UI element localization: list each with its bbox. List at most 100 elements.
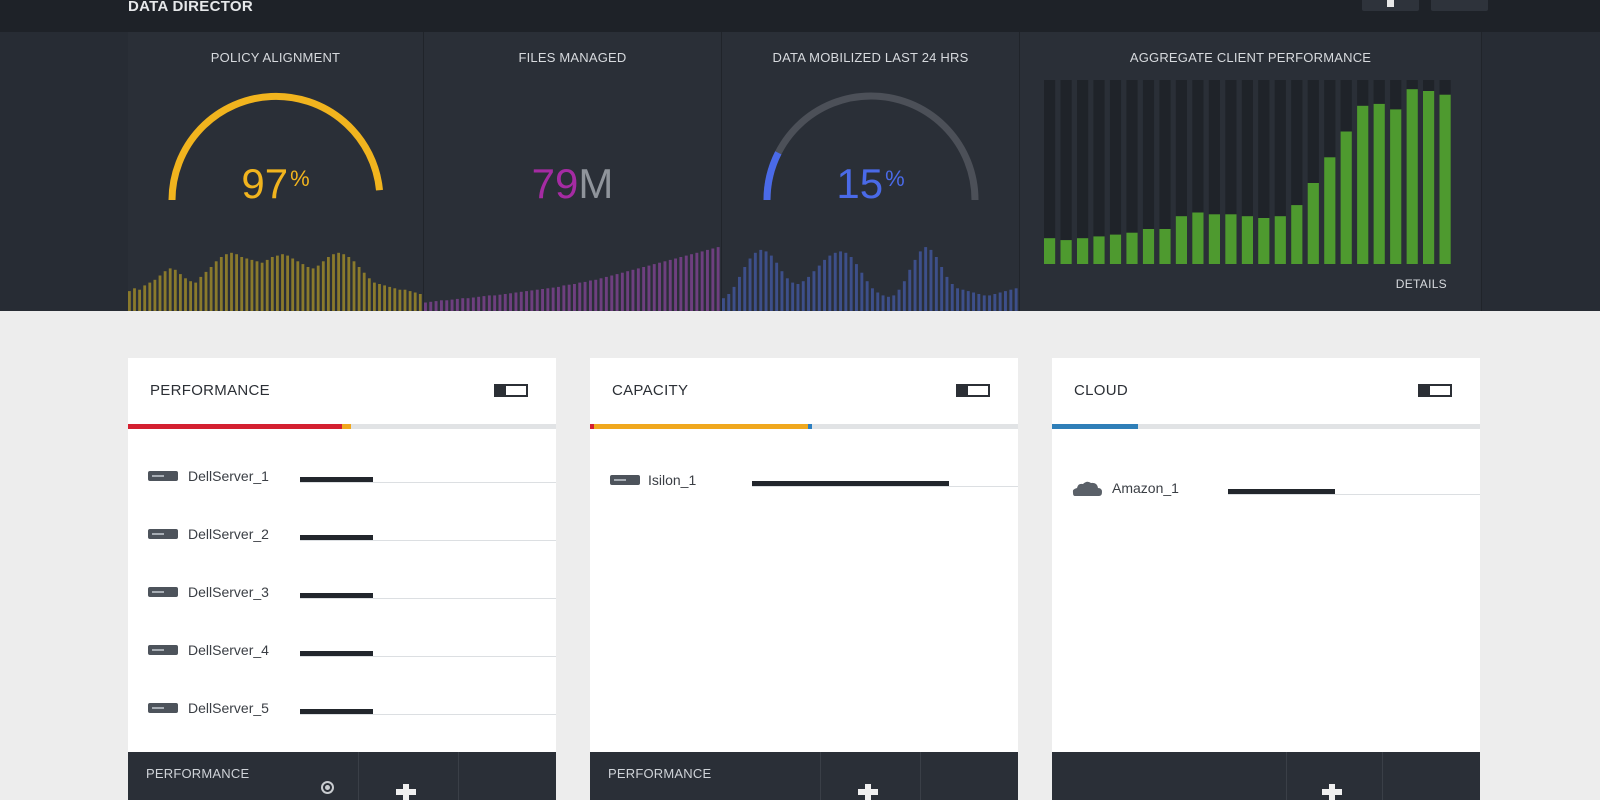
sparkline-bar — [367, 278, 371, 311]
sparkline-bar — [541, 289, 544, 311]
sparkline-bar — [658, 262, 661, 311]
capacity-card: CAPACITY Isilon_1 PERFORMANCE — [590, 358, 1018, 800]
list-item[interactable]: DellServer_4 — [128, 640, 556, 660]
sparkline-bar — [321, 261, 325, 311]
item-name: DellServer_1 — [188, 468, 269, 484]
details-link[interactable]: DETAILS — [1395, 277, 1447, 291]
sparkline-bar — [477, 296, 481, 311]
sparkline-bar — [265, 259, 269, 311]
sparkline-bar — [887, 296, 890, 311]
performance-bar — [1258, 218, 1270, 264]
bar-background — [1291, 80, 1303, 264]
sparkline-bar — [450, 299, 454, 311]
item-level-bar — [1228, 489, 1335, 494]
menu-button[interactable] — [1431, 0, 1488, 11]
status-segment — [1052, 424, 1138, 429]
sparkline-bar — [138, 289, 141, 311]
sparkline-bar — [466, 298, 470, 311]
sparkline-bar — [158, 275, 162, 311]
sparkline-bar — [897, 289, 901, 311]
list-item[interactable]: DellServer_1 — [128, 466, 556, 486]
status-segment — [808, 424, 812, 429]
performance-bar — [1159, 229, 1171, 264]
sparkline-bar — [743, 267, 747, 311]
server-icon — [610, 475, 640, 485]
sparkline-bar — [487, 295, 491, 311]
add-plus-icon[interactable] — [396, 784, 416, 800]
bar-background — [1077, 80, 1089, 264]
list-item[interactable]: Amazon_1 — [1052, 478, 1480, 498]
sparkline-bar — [184, 278, 187, 311]
status-segment — [128, 424, 342, 429]
footer-divider — [358, 752, 359, 800]
bar-background — [1159, 80, 1171, 264]
sparkline-bar — [424, 302, 427, 311]
toggle-knob — [1420, 386, 1430, 395]
performance-bar — [1357, 105, 1369, 264]
item-track — [300, 540, 556, 541]
sparkline-bar — [179, 274, 182, 311]
sparkline-bar — [240, 257, 244, 311]
files-managed-panel: FILES MANAGED 79M — [424, 32, 722, 311]
status-bar — [1052, 424, 1480, 429]
sparkline-bar — [972, 292, 975, 311]
sparkline-bar — [413, 292, 417, 311]
sparkline-bar — [199, 276, 203, 311]
performance-bar — [1192, 212, 1204, 264]
sparkline-bar — [143, 285, 147, 311]
sparkline-bar — [493, 295, 497, 311]
bar-background — [1225, 80, 1237, 264]
performance-bar — [1225, 214, 1237, 264]
value-unit: % — [885, 166, 905, 191]
performance-bar — [1324, 157, 1336, 264]
sparkline-bar — [535, 289, 539, 311]
sparkline-bar — [194, 282, 198, 311]
sparkline-bar — [929, 249, 933, 311]
sparkline-bar — [828, 255, 832, 311]
value-number: 97 — [241, 160, 289, 207]
sparkline-bar — [482, 296, 486, 311]
performance-bar — [1093, 236, 1105, 264]
sparkline-bar — [445, 300, 449, 311]
list-item[interactable]: Isilon_1 — [590, 470, 1018, 490]
sparkline-bar — [514, 292, 518, 311]
sparkline-bar — [695, 252, 699, 311]
sparkline-bar — [934, 257, 938, 311]
sparkline-bar — [642, 267, 646, 311]
sparkline-bar — [133, 288, 136, 311]
bar-background — [1093, 80, 1105, 264]
sparkline-bar — [791, 282, 795, 311]
sparkline-bar — [1014, 288, 1018, 311]
list-item[interactable]: DellServer_2 — [128, 524, 556, 544]
sparkline-bar — [519, 291, 523, 311]
performance-bar — [1373, 103, 1385, 264]
radio-icon[interactable] — [321, 781, 334, 794]
item-name: DellServer_5 — [188, 700, 269, 716]
sparkline-bar — [311, 268, 315, 311]
files-managed-value: 79M — [424, 160, 721, 208]
item-level-bar — [300, 535, 373, 540]
sparkline-bar — [881, 295, 885, 311]
sparkline-bar — [945, 276, 949, 311]
add-plus-icon[interactable] — [1322, 784, 1342, 800]
list-item[interactable]: DellServer_5 — [128, 698, 556, 718]
view-toggle[interactable] — [1418, 384, 1452, 397]
sparkline-bar — [337, 252, 340, 311]
sparkline-bar — [913, 259, 917, 311]
sparkline-bar — [128, 291, 131, 311]
add-button[interactable] — [1362, 0, 1419, 11]
bar-background — [1175, 80, 1187, 264]
sparkline-bar — [429, 301, 433, 311]
add-plus-icon[interactable] — [858, 784, 878, 800]
list-item[interactable]: DellServer_3 — [128, 582, 556, 602]
item-track — [300, 656, 556, 657]
view-toggle[interactable] — [956, 384, 990, 397]
sparkline-bar — [871, 288, 874, 311]
view-toggle[interactable] — [494, 384, 528, 397]
sparkline-bar — [785, 278, 789, 311]
sparkline-bar — [503, 294, 507, 311]
value-unit: % — [290, 166, 310, 191]
sparkline-bar — [652, 264, 656, 311]
bar-background — [1258, 80, 1270, 264]
sparkline-bar — [148, 282, 152, 311]
